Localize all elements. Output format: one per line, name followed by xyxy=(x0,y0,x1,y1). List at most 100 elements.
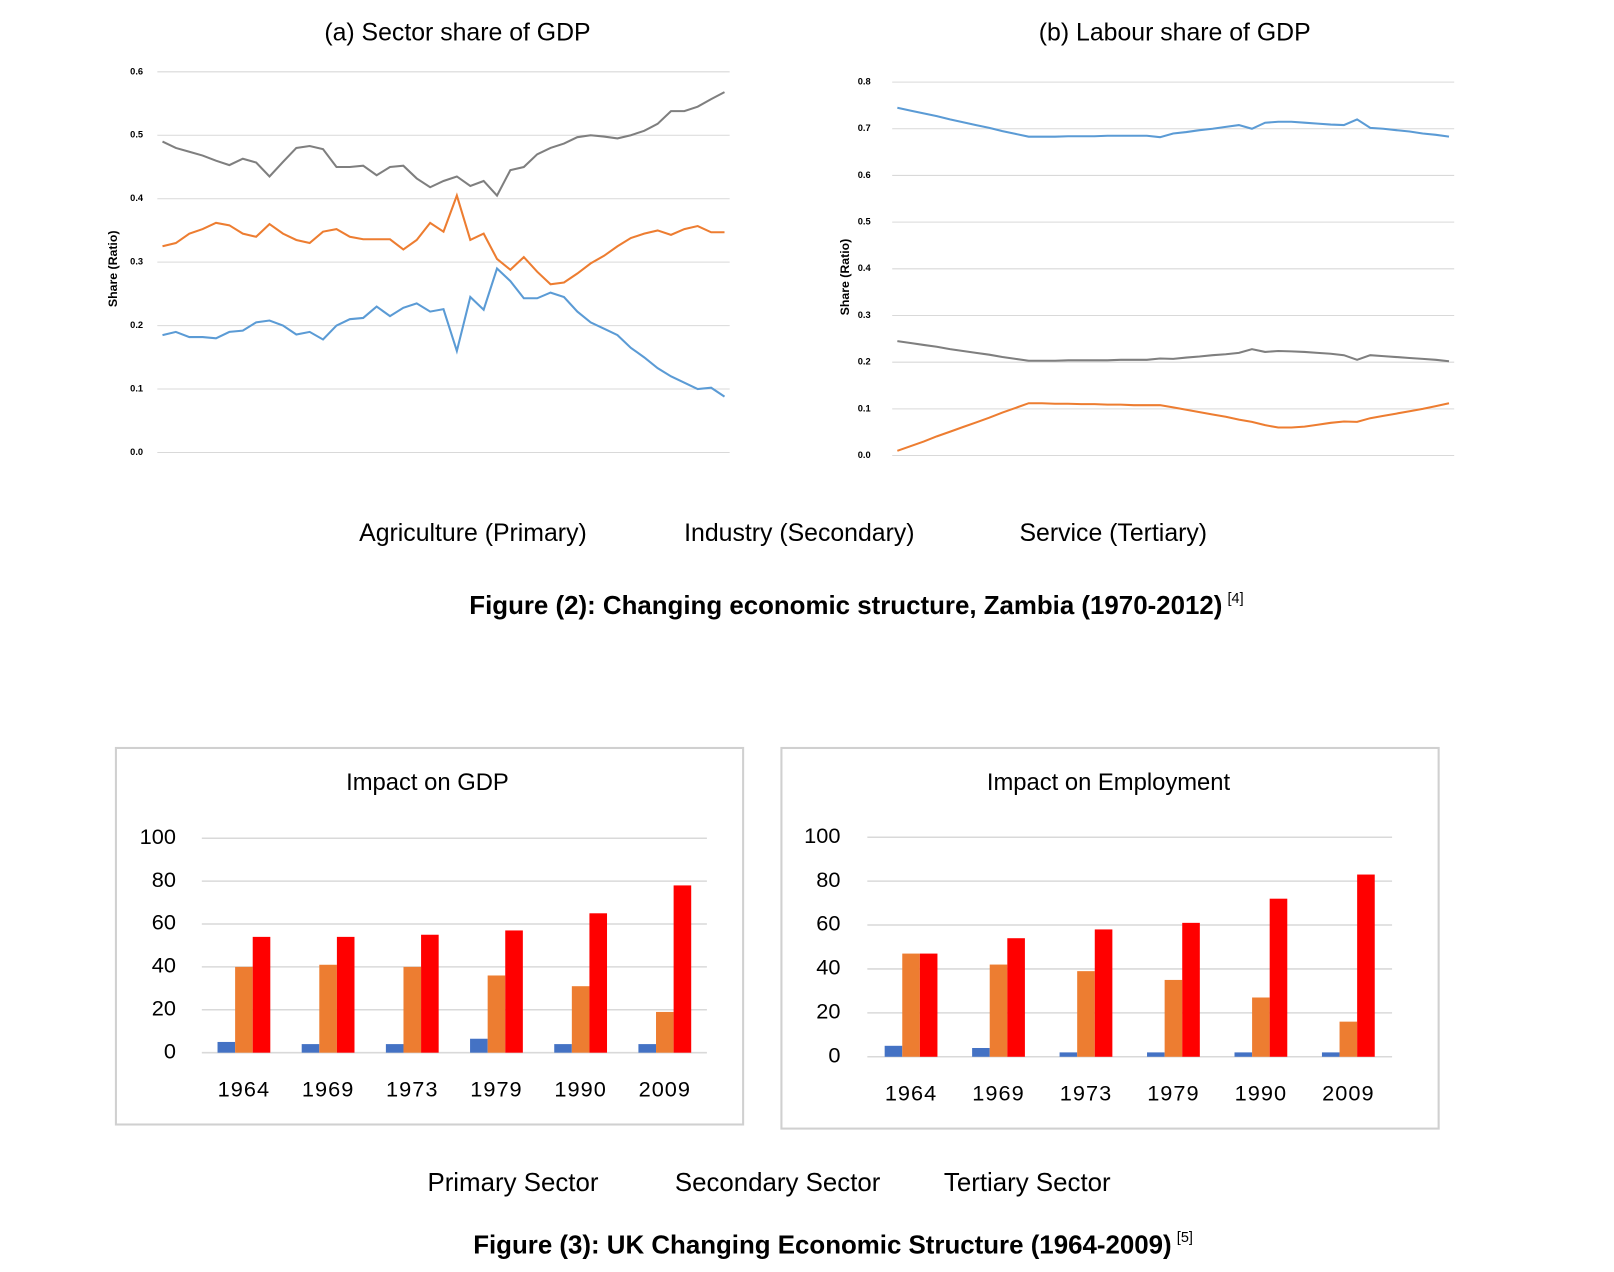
bar xyxy=(1164,979,1183,1057)
y-tick-label: 0.1 xyxy=(858,403,871,413)
bar xyxy=(235,966,253,1053)
figure-caption: Figure (2): Changing economic structure,… xyxy=(469,592,1222,620)
bar xyxy=(972,1047,990,1057)
chart-title: Impact on Employment xyxy=(987,770,1231,796)
y-tick-label: 100 xyxy=(140,824,176,849)
x-tick-label: 1979 xyxy=(1147,1081,1199,1106)
y-tick-label: 0.0 xyxy=(858,450,871,460)
bar xyxy=(470,1038,488,1053)
y-tick-label: 0.2 xyxy=(130,320,143,330)
bar xyxy=(1059,1052,1078,1057)
y-tick-label: 80 xyxy=(816,867,840,892)
y-tick-label: 100 xyxy=(804,823,840,848)
x-tick-label: 1979 xyxy=(470,1076,522,1101)
bar xyxy=(656,1011,674,1053)
bar xyxy=(1269,898,1288,1057)
bar xyxy=(421,934,439,1053)
x-tick-label: 1964 xyxy=(885,1081,937,1106)
x-tick-label: 2009 xyxy=(639,1076,691,1101)
legend-entry: Service (Tertiary) xyxy=(1019,520,1207,547)
bar xyxy=(1182,922,1200,1057)
y-tick-label: 0.7 xyxy=(858,123,871,133)
bar xyxy=(919,953,938,1057)
bar xyxy=(385,1044,404,1053)
legend-entry: Primary Sector xyxy=(427,1169,598,1197)
bar xyxy=(403,966,422,1053)
x-tick-label: 2009 xyxy=(1322,1081,1374,1106)
x-tick-label: 1973 xyxy=(1060,1081,1112,1106)
x-tick-label: 1969 xyxy=(302,1076,354,1101)
content: (a) Sector share of GDP Share (Ratio) 0.0 0… xyxy=(106,19,1455,1259)
x-tick-label: 1990 xyxy=(554,1076,606,1101)
legend-entry: Tertiary Sector xyxy=(944,1169,1111,1197)
bar xyxy=(1252,997,1270,1057)
y-tick-label: 0 xyxy=(164,1038,176,1063)
chart-frame xyxy=(114,746,745,1126)
y-tick-label: 20 xyxy=(152,996,176,1021)
chart-title: (b) Labour share of GDP xyxy=(1039,19,1311,46)
x-tick-label: 1973 xyxy=(386,1076,438,1101)
y-tick-label: 0.8 xyxy=(858,77,871,87)
bar xyxy=(1147,1052,1165,1057)
y-tick-label: 60 xyxy=(816,911,840,936)
bar xyxy=(1357,874,1375,1057)
chart-frame xyxy=(780,746,1440,1130)
legend-entry: Agriculture (Primary) xyxy=(359,520,587,547)
bar xyxy=(1007,938,1025,1057)
bar xyxy=(1339,1021,1358,1057)
y-axis-label: Share (Ratio) xyxy=(106,231,120,308)
y-tick-label: 40 xyxy=(152,953,176,978)
y-tick-label: 0.1 xyxy=(130,384,143,394)
bar xyxy=(319,964,337,1053)
y-tick-label: 0.4 xyxy=(858,263,872,273)
bar xyxy=(902,953,920,1057)
bar xyxy=(1094,929,1113,1057)
bar xyxy=(589,913,608,1053)
bar xyxy=(1321,1052,1340,1057)
series-line xyxy=(897,340,1450,363)
bar xyxy=(252,936,271,1053)
bar xyxy=(336,936,355,1053)
y-tick-label: 0.6 xyxy=(858,170,871,180)
y-tick-label: 0.2 xyxy=(858,357,871,367)
bar xyxy=(673,885,692,1053)
y-tick-label: 0.3 xyxy=(130,257,143,267)
x-tick-label: 1964 xyxy=(218,1076,270,1101)
y-tick-label: 0.6 xyxy=(130,66,143,76)
y-tick-label: 80 xyxy=(152,867,176,892)
chart-title: (a) Sector share of GDP xyxy=(324,19,590,46)
bar xyxy=(571,986,590,1053)
y-tick-label: 0.5 xyxy=(858,217,871,227)
x-tick-label: 1990 xyxy=(1235,1081,1287,1106)
series-line xyxy=(897,106,1450,139)
series-line xyxy=(162,91,725,198)
series-line xyxy=(162,266,726,398)
y-axis-label: Share (Ratio) xyxy=(838,239,852,316)
figure-reference: [4] xyxy=(1228,591,1244,607)
bar xyxy=(487,975,506,1053)
bar xyxy=(301,1044,320,1053)
y-tick-label: 0.5 xyxy=(130,130,143,140)
y-tick-label: 0.4 xyxy=(130,193,144,203)
x-tick-label: 1969 xyxy=(972,1081,1024,1106)
bar xyxy=(554,1044,572,1053)
figure-caption: Figure (3): UK Changing Economic Structu… xyxy=(473,1231,1171,1259)
figure-reference: [5] xyxy=(1177,1230,1193,1246)
legend-entry: Secondary Sector xyxy=(675,1169,881,1197)
legend-entry: Industry (Secondary) xyxy=(684,520,914,547)
bar xyxy=(1234,1052,1253,1057)
y-tick-label: 0 xyxy=(828,1043,840,1068)
bar xyxy=(217,1041,236,1053)
y-tick-label: 40 xyxy=(816,955,840,980)
series-line xyxy=(896,402,1450,452)
bar xyxy=(989,964,1008,1057)
y-tick-label: 0.3 xyxy=(858,310,871,320)
y-tick-label: 20 xyxy=(816,999,840,1024)
bar xyxy=(505,930,523,1053)
bar xyxy=(638,1044,657,1053)
y-tick-label: 60 xyxy=(152,910,176,935)
bar xyxy=(884,1045,903,1057)
chart-title: Impact on GDP xyxy=(346,770,509,796)
bar xyxy=(1077,971,1095,1057)
